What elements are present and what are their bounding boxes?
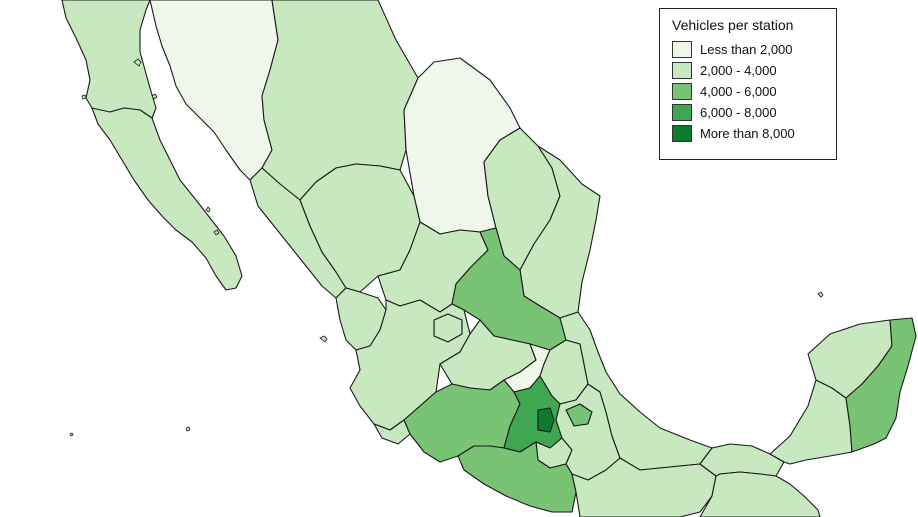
island — [151, 93, 158, 100]
island — [319, 335, 328, 343]
legend-label: More than 8,000 — [700, 126, 795, 141]
island — [133, 58, 142, 67]
legend-swatch — [672, 41, 692, 58]
island — [213, 229, 220, 236]
legend-label: 6,000 - 8,000 — [700, 105, 777, 120]
island — [81, 94, 87, 100]
island — [205, 206, 211, 213]
legend-item-2000-4000: 2,000 - 4,000 — [672, 60, 826, 81]
legend-swatch — [672, 125, 692, 142]
islands — [69, 58, 824, 437]
legend-title: Vehicles per station — [672, 17, 794, 33]
legend: Vehicles per station Less than 2,000 2,0… — [659, 8, 837, 160]
island — [185, 426, 191, 432]
state-guerrero — [457, 441, 577, 513]
legend-swatch — [672, 83, 692, 100]
state-baja-california-sur — [91, 107, 243, 291]
legend-item-less-than-2000: Less than 2,000 — [672, 39, 826, 60]
state-ciudad-de-mexico — [537, 407, 555, 433]
legend-item-more-than-8000: More than 8,000 — [672, 123, 826, 144]
island — [817, 291, 824, 298]
legend-item-6000-8000: 6,000 - 8,000 — [672, 102, 826, 123]
legend-swatch — [672, 62, 692, 79]
legend-swatch — [672, 104, 692, 121]
state-chiapas — [699, 471, 821, 517]
legend-label: 4,000 - 6,000 — [700, 84, 777, 99]
legend-label: Less than 2,000 — [700, 42, 793, 57]
island — [69, 432, 74, 437]
legend-item-4000-6000: 4,000 - 6,000 — [672, 81, 826, 102]
legend-label: 2,000 - 4,000 — [700, 63, 777, 78]
state-quintana-roo — [845, 317, 917, 453]
